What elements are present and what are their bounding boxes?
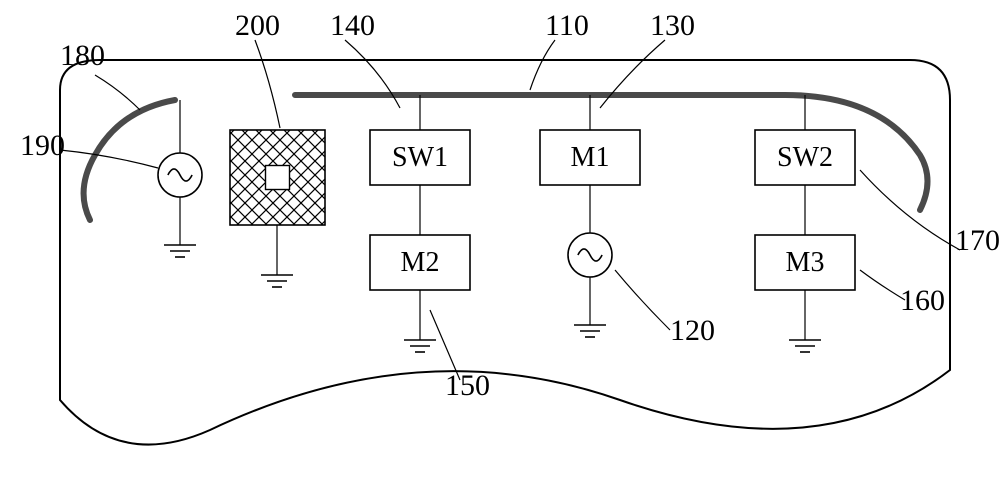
antenna-left (84, 100, 175, 220)
box-SW2-label: SW2 (777, 142, 833, 173)
leader-170 (860, 170, 960, 250)
callout-200: 200 (235, 9, 280, 42)
box-M3-label: M3 (786, 247, 825, 278)
callout-170: 170 (955, 224, 1000, 257)
leader-200 (255, 40, 280, 128)
box-SW1: SW1 (370, 130, 470, 185)
leader-160 (860, 270, 905, 300)
box-M1-label: M1 (571, 142, 610, 173)
box-SW2: SW2 (755, 130, 855, 185)
callout-180: 180 (60, 39, 105, 72)
callout-190: 190 (20, 129, 65, 162)
box-M2: M2 (370, 235, 470, 290)
ground-m2 (404, 340, 436, 352)
ac-source-left (158, 153, 202, 197)
callout-110: 110 (545, 9, 589, 42)
leader-190 (60, 150, 158, 168)
box-M3: M3 (755, 235, 855, 290)
leader-180 (95, 75, 140, 110)
box-SW1-label: SW1 (392, 142, 448, 173)
callout-130: 130 (650, 9, 695, 42)
ground-hatch (261, 275, 293, 287)
ground-m3 (789, 340, 821, 352)
callout-160: 160 (900, 284, 945, 317)
leader-110 (530, 40, 555, 90)
box-M2-label: M2 (401, 247, 440, 278)
box-M1: M1 (540, 130, 640, 185)
ac-source-right (568, 233, 612, 277)
callout-140: 140 (330, 9, 375, 42)
callout-120: 120 (670, 314, 715, 347)
leader-120 (615, 270, 670, 330)
callout-150: 150 (445, 369, 490, 402)
ground-left-src (164, 245, 196, 257)
hatch-block (230, 130, 325, 225)
ground-right-src (574, 325, 606, 337)
